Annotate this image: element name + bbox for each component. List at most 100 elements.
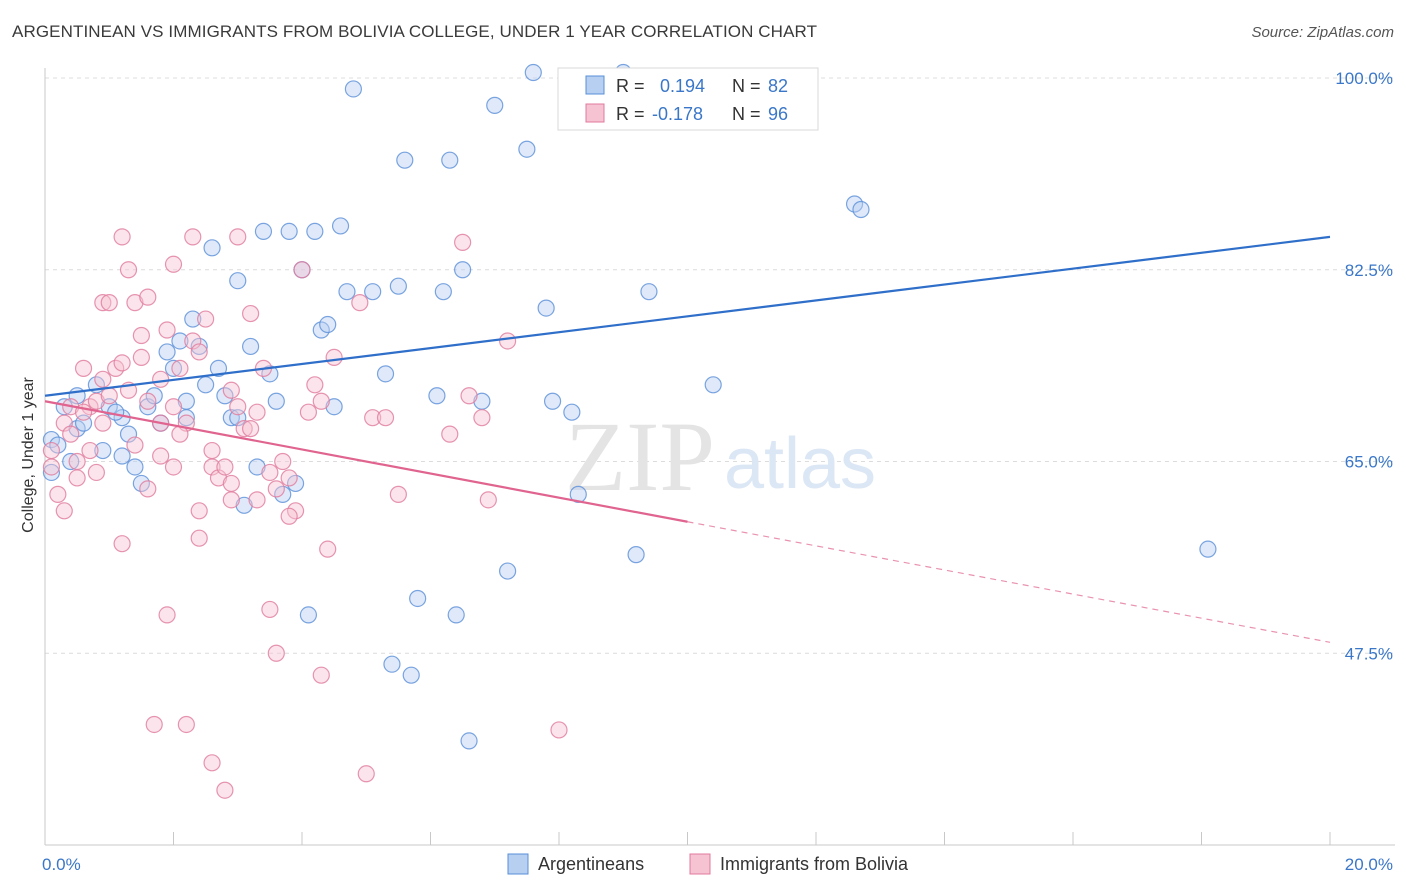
point-blue-17 — [171, 332, 189, 350]
point-pink-57 — [267, 480, 285, 498]
point-blue-29 — [248, 458, 266, 476]
point-pink-12 — [94, 370, 112, 388]
y-tick-label-0: 47.5% — [1345, 644, 1393, 663]
point-pink-48 — [229, 398, 247, 416]
point-pink-62 — [312, 666, 330, 684]
x-tick-label-1: 20.0% — [1345, 855, 1393, 874]
point-blue-77 — [94, 441, 112, 460]
y-tick-label-3: 100.0% — [1335, 69, 1393, 88]
point-pink-37 — [184, 228, 202, 246]
point-pink-49 — [235, 420, 253, 438]
bottom-legend-swatch-pink — [689, 853, 711, 875]
legend-r-label-pink: R = — [616, 104, 645, 124]
point-pink-69 — [376, 409, 395, 427]
legend-n-value-blue: 82 — [768, 76, 788, 96]
point-blue-37 — [299, 606, 318, 624]
point-pink-63 — [312, 392, 330, 410]
point-pink-17 — [113, 354, 131, 372]
point-blue-45 — [364, 283, 382, 301]
point-pink-31 — [164, 255, 183, 273]
top-legend: R = 0.194 N = 82 R = -0.178 N = 96 — [557, 67, 819, 131]
point-blue-19 — [184, 310, 202, 328]
trend-line-pink-dashed — [687, 521, 1331, 643]
trend-line-blue — [44, 235, 1331, 397]
point-blue-75 — [62, 452, 80, 471]
point-pink-32 — [164, 398, 183, 416]
point-blue-43 — [338, 283, 356, 301]
point-pink-13 — [94, 294, 112, 312]
point-pink-26 — [145, 715, 163, 734]
point-blue-48 — [389, 277, 407, 295]
point-pink-89 — [242, 420, 260, 438]
point-pink-46 — [222, 491, 240, 509]
y-axis-label: College, Under 1 year — [20, 377, 37, 533]
point-pink-39 — [190, 529, 208, 547]
point-pink-85 — [152, 370, 170, 388]
point-pink-65 — [325, 348, 343, 367]
legend-r-value-blue: 0.194 — [660, 76, 705, 96]
point-pink-47 — [222, 381, 240, 399]
point-blue-27 — [235, 496, 253, 514]
point-blue-28 — [242, 337, 260, 356]
point-pink-60 — [293, 261, 311, 279]
point-blue-50 — [402, 666, 420, 684]
point-pink-82 — [274, 452, 292, 471]
point-pink-36 — [184, 332, 202, 350]
bottom-legend-label-blue: Argentineans — [538, 854, 644, 874]
point-blue-22 — [203, 239, 221, 257]
point-blue-59 — [486, 96, 504, 114]
chart-title: ARGENTINEAN VS IMMIGRANTS FROM BOLIVIA C… — [12, 22, 818, 41]
point-blue-21 — [197, 376, 215, 394]
point-blue-78 — [177, 392, 195, 410]
point-blue-63 — [537, 299, 555, 317]
axes — [44, 68, 1395, 846]
point-pink-95 — [190, 502, 208, 520]
point-pink-64 — [319, 540, 337, 558]
point-blue-32 — [267, 392, 285, 410]
point-blue-16 — [164, 359, 183, 377]
point-pink-75 — [499, 332, 517, 350]
source-label: Source: ZipAtlas.com — [1251, 24, 1394, 41]
point-pink-71 — [454, 233, 472, 251]
watermark: ZIP atlas — [565, 401, 876, 512]
point-pink-91 — [94, 414, 112, 432]
point-blue-61 — [518, 140, 536, 158]
point-pink-38 — [190, 343, 208, 361]
point-blue-12 — [139, 398, 157, 416]
point-pink-92 — [164, 458, 183, 476]
point-pink-3 — [55, 414, 73, 432]
point-pink-73 — [473, 409, 491, 427]
point-blue-26 — [229, 272, 247, 290]
point-pink-15 — [100, 294, 118, 312]
point-blue-69 — [627, 546, 645, 564]
point-blue-1 — [42, 463, 61, 482]
bottom-legend-label-pink: Immigrants from Bolivia — [720, 854, 909, 874]
point-pink-76 — [550, 721, 568, 739]
trend-line-pink — [44, 400, 688, 523]
point-pink-52 — [248, 403, 266, 421]
point-blue-52 — [428, 387, 446, 405]
point-pink-22 — [132, 348, 150, 367]
point-blue-41 — [325, 398, 343, 416]
point-pink-14 — [100, 387, 118, 405]
point-pink-4 — [55, 502, 73, 520]
point-blue-73 — [852, 200, 870, 219]
point-blue-9 — [119, 425, 138, 443]
point-blue-25 — [222, 409, 240, 427]
point-pink-43 — [209, 469, 228, 487]
point-blue-65 — [563, 403, 581, 421]
point-blue-15 — [158, 343, 176, 361]
watermark-atlas: atlas — [724, 424, 876, 504]
point-blue-56 — [454, 261, 472, 279]
legend-swatch-blue — [585, 75, 605, 95]
point-blue-40 — [319, 315, 337, 334]
point-pink-19 — [113, 228, 131, 246]
point-pink-74 — [479, 491, 497, 509]
point-pink-72 — [460, 387, 478, 405]
y-tick-label-1: 65.0% — [1345, 453, 1393, 472]
point-pink-70 — [441, 425, 459, 443]
point-pink-80 — [87, 463, 106, 482]
point-pink-28 — [152, 447, 170, 465]
point-pink-30 — [158, 606, 176, 624]
